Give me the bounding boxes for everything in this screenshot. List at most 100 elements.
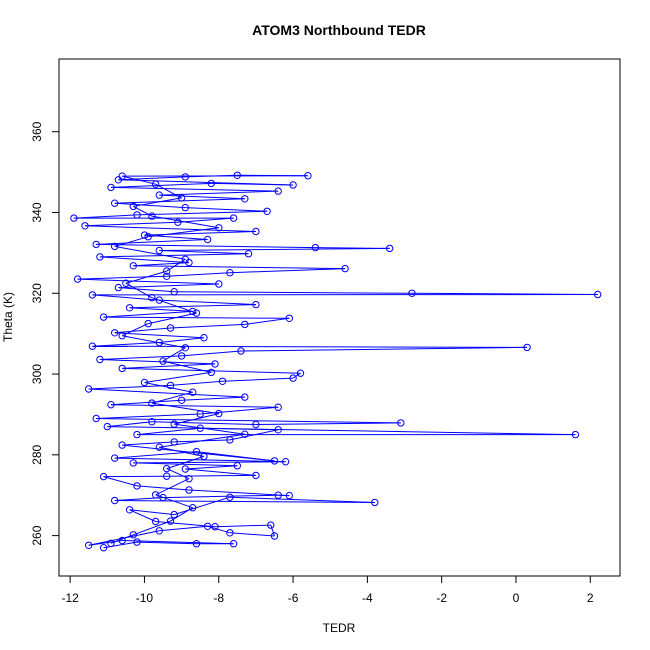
- series-line-segment: [96, 243, 316, 249]
- series-line-segment: [92, 342, 160, 347]
- data-point: [185, 486, 193, 494]
- series-line-segment: [118, 287, 175, 293]
- data-point: [170, 288, 178, 296]
- x-axis: -12 -10 -8 -6 -4 -2 0 2: [61, 576, 594, 605]
- series-line-segment: [133, 197, 182, 207]
- data-point: [189, 504, 197, 512]
- data-point: [96, 355, 104, 364]
- series-line-segment: [292, 372, 301, 379]
- data-point: [151, 491, 160, 499]
- y-axis-label: Theta (K): [1, 292, 15, 342]
- series-line-segment: [114, 236, 149, 247]
- data-point: [244, 250, 253, 258]
- series-line-segment: [122, 444, 275, 462]
- series-line-segment: [159, 525, 208, 532]
- data-point: [155, 338, 164, 347]
- data-point: [148, 294, 156, 302]
- series-line-segment: [92, 345, 528, 348]
- series-line-segment: [122, 175, 156, 185]
- data-point: [226, 493, 234, 501]
- series-line-segment: [118, 176, 186, 181]
- y-tick-label: 320: [30, 283, 44, 303]
- series-line-segment: [229, 496, 375, 503]
- data-point: [196, 424, 204, 432]
- series-line-segment: [244, 317, 290, 325]
- data-point: [270, 532, 279, 540]
- data-point: [185, 475, 193, 483]
- series-line-segment: [159, 250, 249, 255]
- data-point: [263, 207, 271, 216]
- series-line-segment: [255, 422, 401, 425]
- series-line-segment: [88, 384, 171, 390]
- data-point: [211, 523, 219, 531]
- data-point: [125, 304, 134, 312]
- data-point: [166, 517, 175, 525]
- series-line-segment: [229, 532, 275, 537]
- series-line-segment: [155, 478, 190, 496]
- series-line-segment: [114, 500, 375, 503]
- data-point: [241, 393, 249, 401]
- data-point: [215, 280, 223, 288]
- data-point: [285, 491, 293, 500]
- series-line-segment: [144, 382, 193, 393]
- data-point: [88, 291, 97, 299]
- series-line-segment: [129, 509, 175, 516]
- data-point: [107, 539, 115, 547]
- y-tick-label: 260: [30, 525, 44, 545]
- data-point: [159, 493, 167, 502]
- series-line-segment: [185, 468, 256, 476]
- series-line-segment: [155, 521, 216, 528]
- series-line-segment: [118, 283, 219, 289]
- data-point: [241, 320, 249, 329]
- data-point: [386, 244, 394, 253]
- series-line-segment: [181, 350, 242, 357]
- plot-frame: [58, 58, 621, 577]
- data-point: [189, 388, 197, 396]
- y-tick-label: 360: [30, 121, 44, 141]
- data-point: [107, 401, 115, 409]
- data-point: [237, 347, 245, 355]
- data-point: [92, 414, 100, 423]
- data-point: [103, 422, 112, 431]
- x-tick-label: -10: [136, 591, 154, 605]
- y-tick-label: 280: [30, 444, 44, 464]
- series-line-segment: [96, 413, 201, 419]
- series-line-segment: [77, 278, 219, 285]
- series-line-segment: [159, 247, 390, 251]
- data-point: [226, 529, 234, 537]
- data-point: [140, 378, 149, 387]
- series-line-segment: [133, 461, 286, 464]
- x-tick-label: -2: [436, 591, 447, 605]
- data-point: [118, 364, 126, 373]
- data-point: [304, 172, 312, 180]
- data-point: [129, 202, 138, 211]
- series-line-segment: [151, 215, 219, 229]
- data-point: [144, 319, 152, 328]
- data-point: [148, 418, 156, 426]
- series-line-segment: [155, 494, 193, 509]
- series-line-segment: [107, 421, 152, 428]
- series-line-segment: [133, 265, 346, 270]
- data-point: [285, 314, 293, 322]
- series-line-segment: [162, 360, 212, 373]
- series-line-segment: [73, 214, 138, 219]
- series-line-segment: [96, 418, 401, 424]
- data-point: [341, 264, 349, 273]
- data-point: [155, 296, 164, 304]
- data-point: [203, 522, 212, 530]
- data-point: [170, 420, 178, 428]
- x-tick-label: -12: [61, 591, 79, 605]
- data-point: [252, 300, 260, 309]
- data-point: [159, 357, 167, 365]
- data-point: [241, 195, 249, 203]
- data-point: [233, 462, 242, 470]
- data-point: [70, 214, 78, 222]
- data-point: [229, 214, 238, 222]
- data-point: [181, 203, 190, 212]
- data-point: [73, 275, 82, 283]
- data-point: [211, 360, 219, 368]
- series-line-segment: [114, 332, 204, 339]
- series-line-segment: [166, 272, 230, 277]
- y-axis: 260 280 300 320 340 360: [30, 121, 59, 546]
